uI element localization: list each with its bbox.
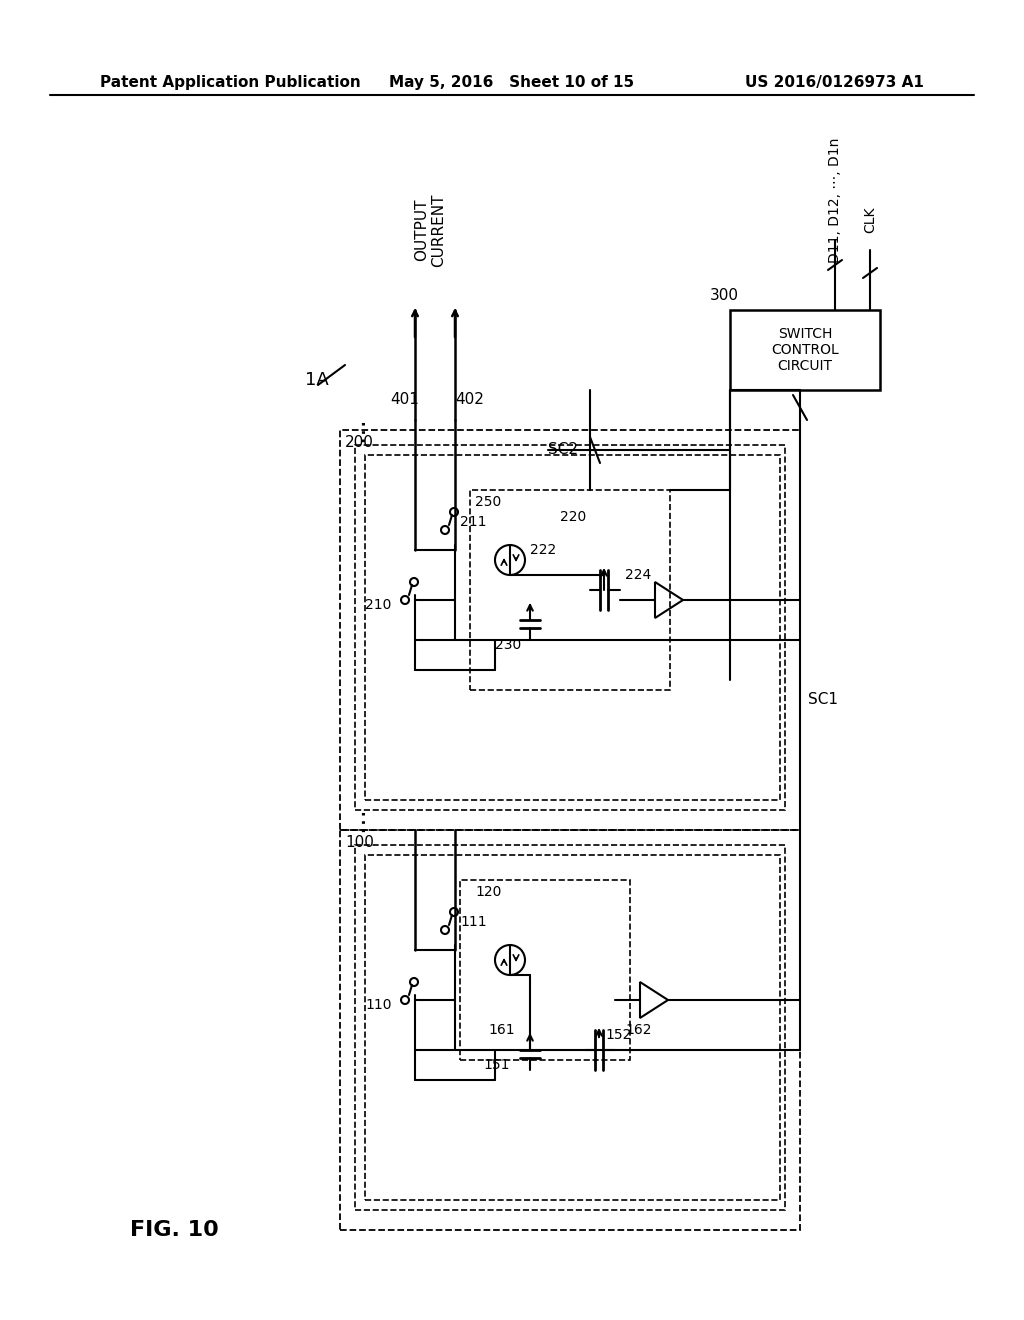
Text: 210: 210 [365,598,391,612]
Text: SC1: SC1 [808,693,838,708]
Text: CLK: CLK [863,207,877,234]
Text: ⋯: ⋯ [350,417,374,442]
Text: 220: 220 [560,510,587,524]
Text: US 2016/0126973 A1: US 2016/0126973 A1 [745,74,924,90]
Text: 161: 161 [488,1023,515,1038]
Bar [470,490,670,690]
Text: Patent Application Publication: Patent Application Publication [100,74,360,90]
Text: 200: 200 [345,436,374,450]
Text: 300: 300 [710,288,739,302]
Bar [355,445,785,810]
Text: 151: 151 [483,1059,510,1072]
Text: 120: 120 [475,884,502,899]
Text: May 5, 2016   Sheet 10 of 15: May 5, 2016 Sheet 10 of 15 [389,74,635,90]
Bar [460,880,630,1060]
Text: OUTPUT
CURRENT: OUTPUT CURRENT [414,193,446,267]
Text: 402: 402 [455,392,484,408]
Text: 211: 211 [460,515,486,529]
Text: 224: 224 [625,568,651,582]
Text: FIG. 10: FIG. 10 [130,1220,219,1239]
Text: 401: 401 [390,392,419,408]
Text: 110: 110 [365,998,391,1012]
Text: 111: 111 [460,915,486,929]
Text: SC2: SC2 [548,442,578,458]
Text: 100: 100 [345,836,374,850]
Bar [355,845,785,1210]
Text: ⋯: ⋯ [350,808,374,833]
Bar [365,455,780,800]
Text: 250: 250 [475,495,502,510]
Bar [340,430,800,830]
Text: 152: 152 [605,1028,632,1041]
Text: 162: 162 [625,1023,651,1038]
Bar [340,830,800,1230]
Text: 1A: 1A [305,371,329,389]
Text: 222: 222 [530,543,556,557]
Bar [730,310,880,389]
Text: D11, D12, ⋯, D1n: D11, D12, ⋯, D1n [828,137,842,263]
Text: SWITCH
CONTROL
CIRCUIT: SWITCH CONTROL CIRCUIT [771,327,839,374]
Bar [365,855,780,1200]
Text: 230: 230 [495,638,521,652]
